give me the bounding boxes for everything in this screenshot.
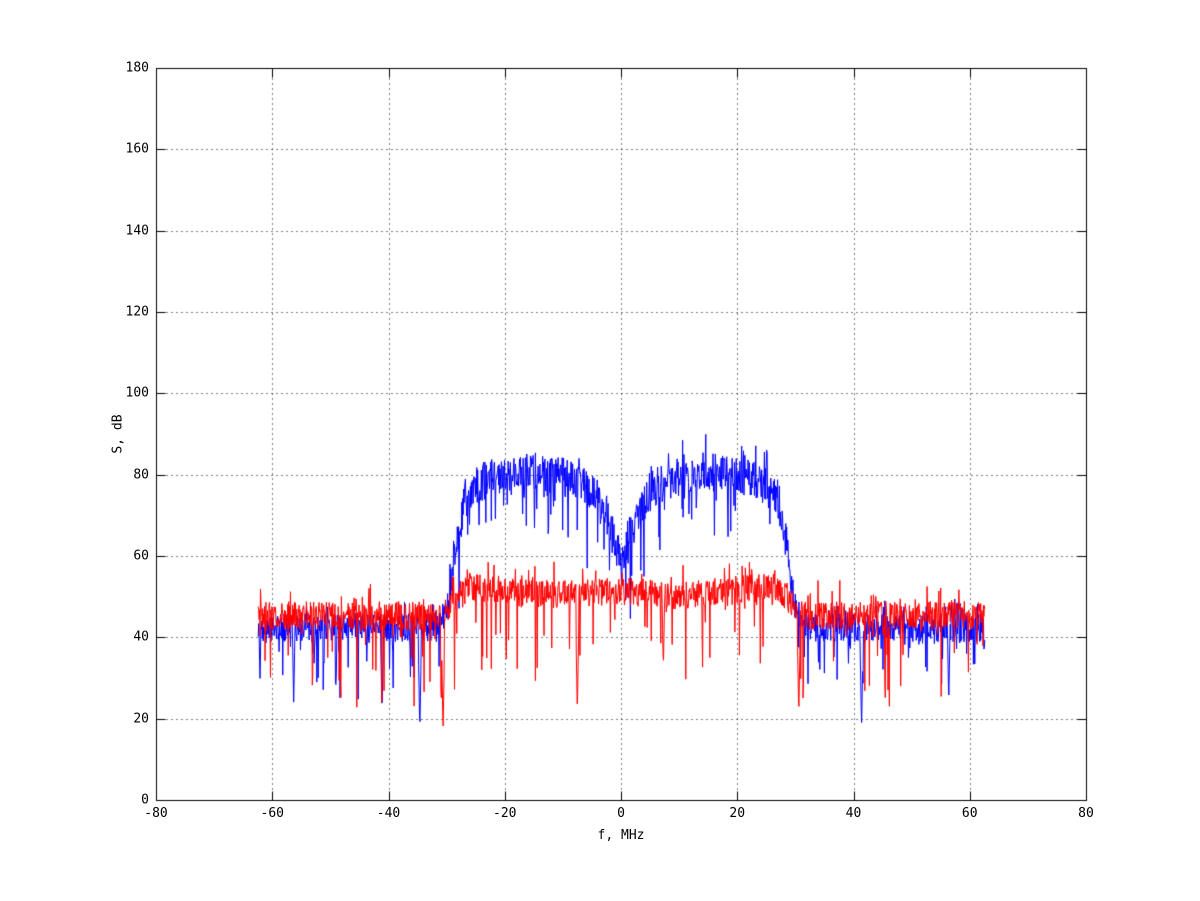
y-tick-label: 100 bbox=[125, 385, 149, 401]
y-tick-label: 140 bbox=[125, 223, 149, 239]
x-tick-label: -60 bbox=[260, 806, 284, 821]
y-tick-label: 60 bbox=[133, 548, 149, 564]
x-tick-label: 20 bbox=[729, 806, 746, 821]
x-tick-label: 80 bbox=[1078, 806, 1094, 821]
x-axis-label: f, MHz bbox=[597, 828, 645, 843]
x-tick-label: 60 bbox=[961, 806, 978, 821]
x-tick-label: 0 bbox=[617, 806, 625, 821]
x-tick-label: 40 bbox=[845, 806, 862, 821]
y-tick-label: 0 bbox=[141, 792, 149, 808]
y-tick-label: 40 bbox=[133, 629, 149, 645]
x-tick-label: -80 bbox=[144, 806, 168, 821]
y-tick-label: 160 bbox=[125, 141, 149, 157]
x-tick-label: -20 bbox=[493, 806, 517, 821]
y-tick-label: 80 bbox=[133, 467, 149, 483]
y-axis-label: S, dB bbox=[110, 414, 126, 454]
y-tick-label: 20 bbox=[133, 711, 149, 727]
y-tick-label: 180 bbox=[125, 60, 149, 76]
x-tick-label: -40 bbox=[376, 806, 401, 821]
y-tick-label: 120 bbox=[125, 304, 149, 320]
